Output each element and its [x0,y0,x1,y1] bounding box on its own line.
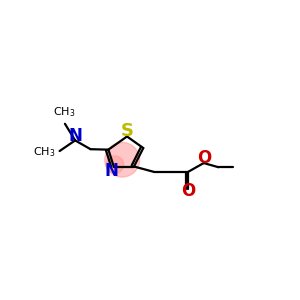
Text: N: N [68,127,82,145]
Circle shape [106,156,124,173]
Text: S: S [121,122,134,140]
Text: CH$_3$: CH$_3$ [52,105,75,119]
Text: O: O [181,182,195,200]
Text: N: N [105,162,119,180]
Circle shape [105,142,140,177]
Text: CH$_3$: CH$_3$ [33,145,56,159]
Text: O: O [197,149,212,167]
